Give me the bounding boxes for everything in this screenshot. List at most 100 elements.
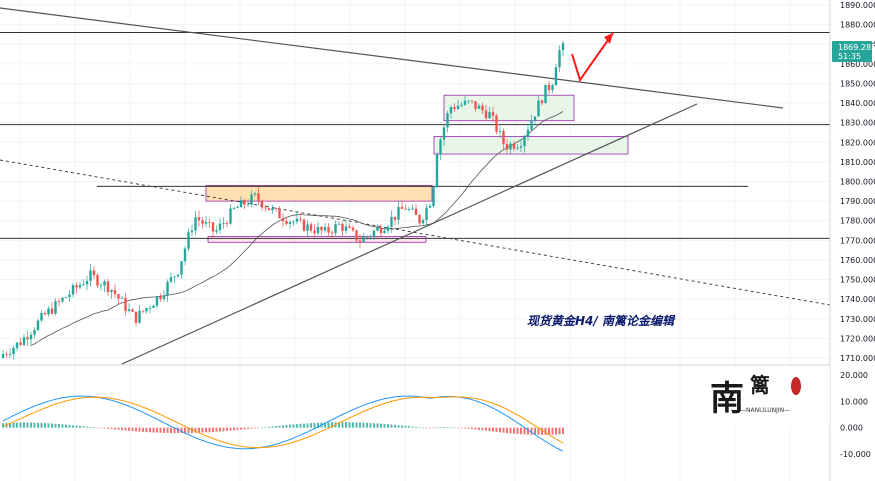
macd-bar [12, 422, 15, 428]
macd-bar [341, 422, 344, 428]
macd-bar [523, 427, 526, 435]
macd-bar [58, 424, 60, 428]
watermark-logo: 南 篱 —NANLILUNJIN— [705, 367, 830, 425]
candle-body [29, 334, 33, 340]
price-tick-label: 1780.000 [840, 217, 875, 226]
candle-body [12, 347, 15, 355]
macd-bar [187, 427, 190, 433]
macd-bar [317, 422, 319, 428]
candle-body [397, 206, 400, 220]
macd-bar [432, 427, 435, 429]
candle-body [435, 154, 439, 188]
macd-bar [240, 427, 242, 430]
macd-bar [387, 424, 389, 428]
macd-bar [534, 427, 536, 435]
macd-bar [478, 427, 480, 430]
candle-body [474, 101, 477, 109]
macd-bar [292, 424, 295, 428]
candle-body [295, 218, 299, 222]
macd-bar [362, 422, 365, 428]
candle-body [327, 227, 330, 233]
rising-trendline [121, 103, 698, 365]
candle-body [481, 105, 484, 111]
price-tick-label: 1840.000 [840, 99, 875, 108]
macd-bar [173, 427, 176, 434]
macd-bar [488, 427, 491, 432]
macd-bar [411, 426, 414, 428]
candle-body [169, 277, 173, 282]
candle-body [274, 208, 278, 209]
macd-bar [107, 427, 109, 429]
macd-bar [100, 427, 102, 429]
candle-body [547, 84, 551, 91]
macd-bar [415, 426, 417, 428]
candle-body [561, 43, 565, 51]
candle-body [201, 220, 204, 224]
macd-bar [541, 427, 543, 435]
candle-body [302, 219, 306, 231]
candle-body [495, 115, 498, 132]
candle-body [411, 208, 414, 210]
candle-body [404, 208, 407, 210]
macd-bar [460, 427, 463, 429]
macd-bar [436, 427, 438, 429]
candle-body [393, 216, 397, 220]
candle-body [253, 193, 257, 195]
candle-body [386, 226, 390, 231]
macd-bar [215, 427, 218, 432]
candle-body [117, 294, 120, 299]
macd-bar [359, 422, 361, 428]
price-tick-label: 1830.000 [840, 119, 875, 128]
price-tick-label: 1770.000 [840, 236, 875, 245]
candle-body [484, 110, 488, 119]
macd-bar [558, 427, 561, 435]
candle-body [351, 227, 355, 231]
macd-bar [93, 427, 95, 428]
candle-body [176, 274, 180, 277]
horizontal-levels [0, 31, 830, 239]
candle-body [523, 136, 526, 147]
macd-bar [26, 422, 29, 428]
candle-body [180, 261, 183, 275]
macd-bar [327, 422, 330, 428]
candle-body [222, 223, 225, 224]
candle-body [271, 208, 274, 211]
candle-body [260, 200, 264, 208]
price-tick-label: 1890.000 [840, 1, 875, 10]
macd-bar [383, 423, 386, 428]
candle-countdown: 51:35 [838, 52, 861, 61]
macd-bar [142, 427, 144, 432]
candle-body [183, 248, 187, 262]
candle-body [267, 208, 271, 211]
macd-bar [422, 427, 424, 429]
candle-body [278, 208, 281, 219]
candle-body [99, 285, 103, 287]
macd-bar [520, 427, 522, 435]
candle-body [540, 100, 544, 104]
candle-body [285, 221, 288, 224]
candle-body [446, 113, 449, 128]
macd-bar [128, 427, 130, 431]
macd-axis: 20.000 10.000 0.000 -10.000 [840, 371, 871, 459]
candle-body [372, 230, 376, 236]
macd-bar [212, 427, 214, 432]
candle-body [36, 320, 40, 331]
price-tick-label: 1730.000 [840, 315, 875, 324]
macd-bar [156, 427, 158, 433]
candle-body [155, 296, 159, 306]
candle-body [43, 312, 47, 315]
candle-body [365, 236, 369, 238]
macd-tick-label: 20.000 [840, 371, 868, 380]
macd-bar [446, 427, 449, 428]
candle-body [162, 295, 166, 300]
macd-bar [114, 427, 116, 430]
macd-bar [138, 427, 141, 432]
candle-body [341, 223, 344, 231]
candle-body [439, 139, 442, 155]
price-tick-label: 1800.000 [840, 178, 875, 187]
macd-bar [464, 427, 466, 429]
price-axis: 1890.0001880.0001870.0001860.0001850.000… [840, 1, 875, 363]
macd-bar [82, 426, 85, 428]
macd-bar [495, 427, 498, 432]
